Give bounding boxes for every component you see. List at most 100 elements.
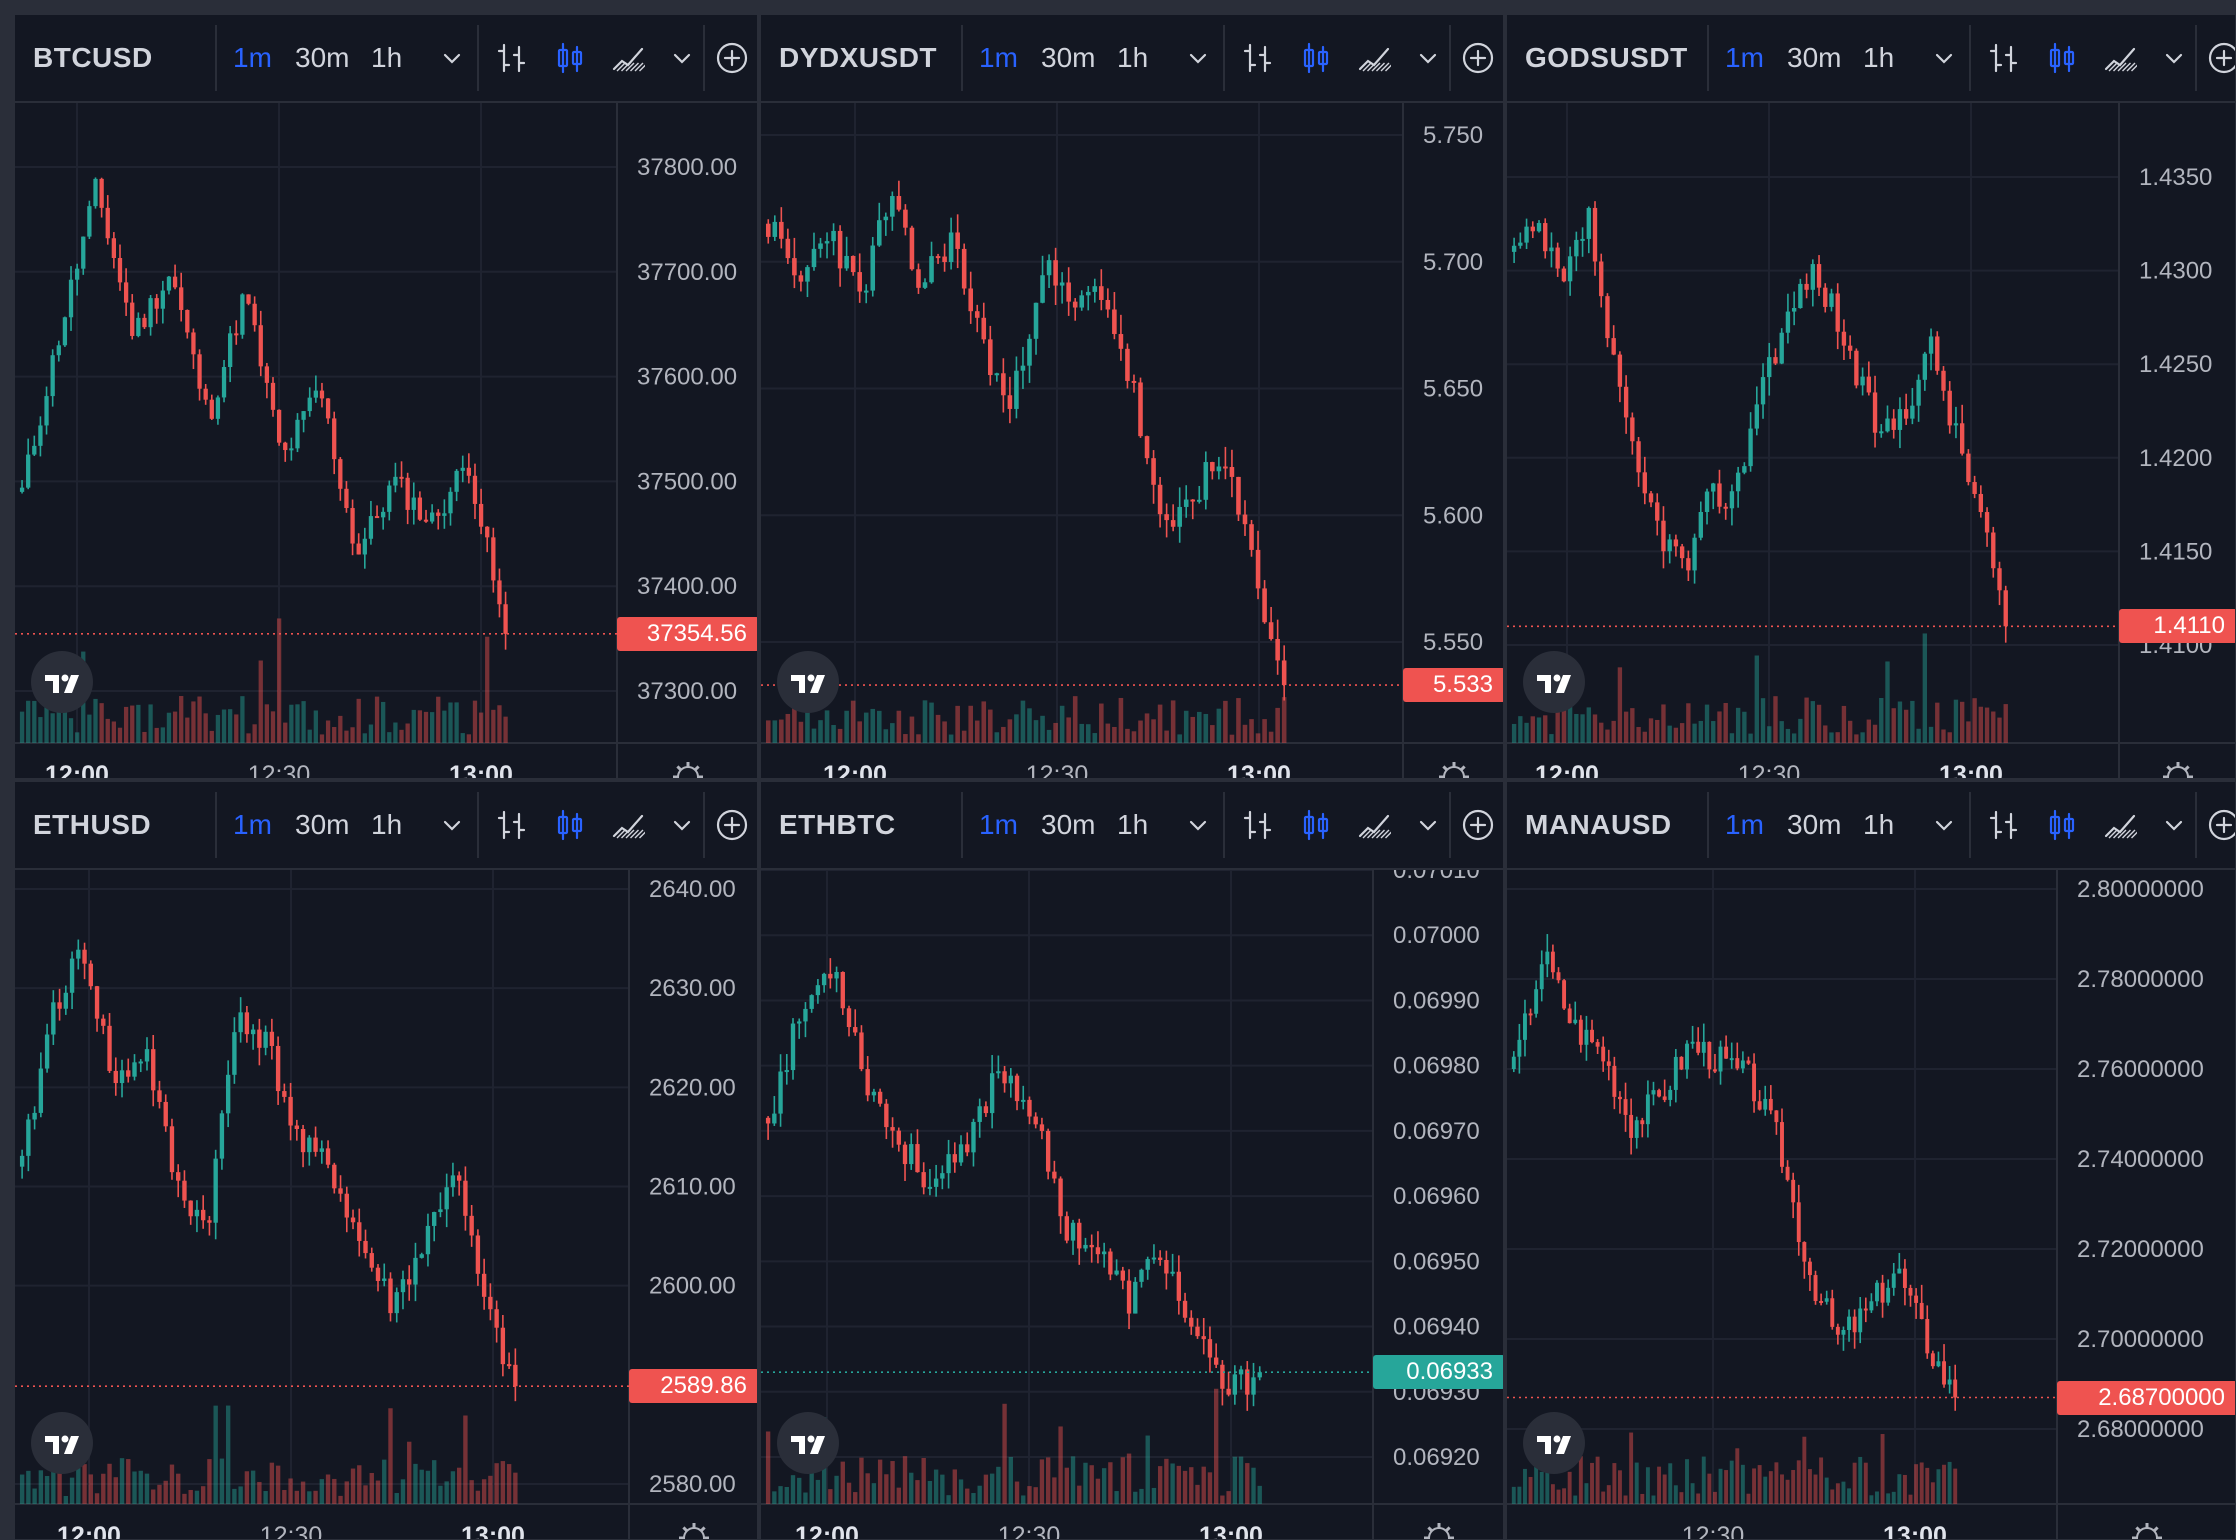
timeframe-1h[interactable]: 1h xyxy=(1863,809,1895,840)
candle xyxy=(1897,397,1903,449)
symbol-label[interactable]: ETHUSD xyxy=(33,809,152,840)
add-indicator-icon[interactable] xyxy=(1461,41,1495,75)
chart-panel-ethbtc[interactable]: ETHBTC 1m 30m 1h 0.07010 0.07000 0.06990 0.0698… xyxy=(760,781,1504,1540)
area-chart-icon[interactable] xyxy=(1357,41,1391,75)
volume-bar xyxy=(1092,733,1098,743)
chart-type-chevron-down-icon[interactable] xyxy=(2157,808,2191,842)
chart-type-chevron-down-icon[interactable] xyxy=(2157,41,2191,75)
volume-bar xyxy=(1216,708,1222,743)
price-axis-label: 37300.00 xyxy=(637,678,737,705)
settings-gear-icon[interactable] xyxy=(1439,762,1469,779)
candle xyxy=(772,215,778,241)
chart-type-chevron-down-icon[interactable] xyxy=(1411,41,1445,75)
timeframe-1m[interactable]: 1m xyxy=(1725,42,1764,73)
timeframe-dropdown-chevron-down-icon[interactable] xyxy=(435,41,469,75)
price-axis-label: 37600.00 xyxy=(637,364,737,391)
candle xyxy=(1190,499,1196,520)
tradingview-logo-icon xyxy=(31,1412,93,1474)
bars-chart-icon[interactable] xyxy=(1241,808,1275,842)
volume-bar xyxy=(1257,1485,1262,1504)
area-chart-icon[interactable] xyxy=(1357,808,1391,842)
candle xyxy=(438,1192,443,1218)
timeframe-30m[interactable]: 30m xyxy=(1041,42,1096,73)
timeframe-dropdown-chevron-down-icon[interactable] xyxy=(1181,808,1215,842)
volume-bar xyxy=(961,730,967,743)
candle xyxy=(1829,288,1834,312)
area-chart-icon[interactable] xyxy=(2103,41,2137,75)
timeframe-30m[interactable]: 30m xyxy=(1041,809,1096,840)
candles-chart-icon[interactable] xyxy=(553,808,587,842)
symbol-label[interactable]: GODSUSDT xyxy=(1525,42,1688,73)
timeframe-30m[interactable]: 30m xyxy=(295,809,350,840)
settings-gear-icon[interactable] xyxy=(1424,1523,1454,1540)
bars-chart-icon[interactable] xyxy=(1987,808,2021,842)
chart-panel-manausd[interactable]: MANAUSD 1m 30m 1h 2.80000000 2.78000000 2.7600… xyxy=(1506,781,2236,1540)
candle xyxy=(1027,1096,1032,1125)
candle xyxy=(1891,1262,1896,1296)
timeframe-dropdown-chevron-down-icon[interactable] xyxy=(1181,41,1215,75)
chart-type-chevron-down-icon[interactable] xyxy=(665,808,699,842)
volume-bar xyxy=(1002,1403,1007,1504)
chart-panel-ethusd[interactable]: ETHUSD 1m 30m 1h 2640.00 2630.00 2620.00 2610.0… xyxy=(14,781,758,1540)
area-chart-icon[interactable] xyxy=(611,41,645,75)
timeframe-1m[interactable]: 1m xyxy=(1725,809,1764,840)
timeframe-1m[interactable]: 1m xyxy=(979,42,1018,73)
timeframe-30m[interactable]: 30m xyxy=(1787,42,1842,73)
volume-bar xyxy=(1099,703,1104,743)
timeframe-1m[interactable]: 1m xyxy=(979,809,1018,840)
symbol-label[interactable]: MANAUSD xyxy=(1525,809,1672,840)
timeframe-1h[interactable]: 1h xyxy=(1117,42,1149,73)
chart-type-chevron-down-icon[interactable] xyxy=(1411,808,1445,842)
timeframe-1h[interactable]: 1h xyxy=(1117,809,1149,840)
add-indicator-icon[interactable] xyxy=(715,41,749,75)
add-indicator-icon[interactable] xyxy=(715,808,749,842)
add-indicator-icon[interactable] xyxy=(2207,808,2236,842)
timeframe-1h[interactable]: 1h xyxy=(371,42,403,73)
bars-chart-icon[interactable] xyxy=(1241,41,1275,75)
timeframe-dropdown-chevron-down-icon[interactable] xyxy=(435,808,469,842)
timeframe-30m[interactable]: 30m xyxy=(295,42,350,73)
symbol-label[interactable]: DYDXUSDT xyxy=(779,42,938,73)
chart-panel-godsusdt[interactable]: GODSUSDT 1m 30m 1h 1.4350 1.4300 1.4250 1.4200 1… xyxy=(1506,14,2236,779)
bars-chart-icon[interactable] xyxy=(495,808,529,842)
bars-chart-icon[interactable] xyxy=(495,41,529,75)
volume-bar xyxy=(1869,1495,1874,1504)
volume-bar xyxy=(1997,717,2002,743)
toolbar-divider xyxy=(1449,25,1451,91)
timeframe-30m[interactable]: 30m xyxy=(1787,809,1842,840)
candles-chart-icon[interactable] xyxy=(1299,41,1333,75)
timeframe-1m[interactable]: 1m xyxy=(233,42,272,73)
timeframe-1h[interactable]: 1h xyxy=(1863,42,1895,73)
volume-bar xyxy=(1020,700,1026,743)
settings-gear-icon[interactable] xyxy=(679,1523,709,1540)
area-chart-icon[interactable] xyxy=(2103,808,2137,842)
chart-panel-btcusd[interactable]: BTCUSD 1m 30m 1h 37800.00 37700.00 37600.00 375… xyxy=(14,14,758,779)
add-indicator-icon[interactable] xyxy=(1461,808,1495,842)
chart-type-chevron-down-icon[interactable] xyxy=(665,41,699,75)
timeframe-1m[interactable]: 1m xyxy=(233,809,272,840)
price-chart: 0.07010 0.07000 0.06990 0.06980 0.06970 0.069… xyxy=(761,870,1503,1540)
candle xyxy=(1574,231,1579,272)
settings-gear-icon[interactable] xyxy=(2163,762,2193,779)
settings-gear-icon[interactable] xyxy=(673,762,703,779)
candle xyxy=(1618,1091,1622,1114)
area-chart-icon[interactable] xyxy=(611,808,645,842)
candle xyxy=(797,1018,802,1039)
timeframe-dropdown-chevron-down-icon[interactable] xyxy=(1927,41,1961,75)
bars-chart-icon[interactable] xyxy=(1987,41,2021,75)
symbol-label[interactable]: ETHBTC xyxy=(779,809,896,840)
volume-bar xyxy=(853,1492,858,1504)
candles-chart-icon[interactable] xyxy=(553,41,587,75)
candle xyxy=(68,266,74,331)
candles-chart-icon[interactable] xyxy=(2045,41,2079,75)
candles-chart-icon[interactable] xyxy=(1299,808,1333,842)
add-indicator-icon[interactable] xyxy=(2207,41,2236,75)
settings-gear-icon[interactable] xyxy=(2132,1523,2162,1540)
timeframe-dropdown-chevron-down-icon[interactable] xyxy=(1927,808,1961,842)
symbol-label[interactable]: BTCUSD xyxy=(33,42,153,73)
candles-chart-icon[interactable] xyxy=(2045,808,2079,842)
timeframe-1h[interactable]: 1h xyxy=(371,809,403,840)
candle xyxy=(1021,1085,1026,1110)
candle xyxy=(871,1088,877,1102)
chart-panel-dydxusdt[interactable]: DYDXUSDT 1m 30m 1h 5.750 5.700 5.650 5.600 5.550… xyxy=(760,14,1504,779)
